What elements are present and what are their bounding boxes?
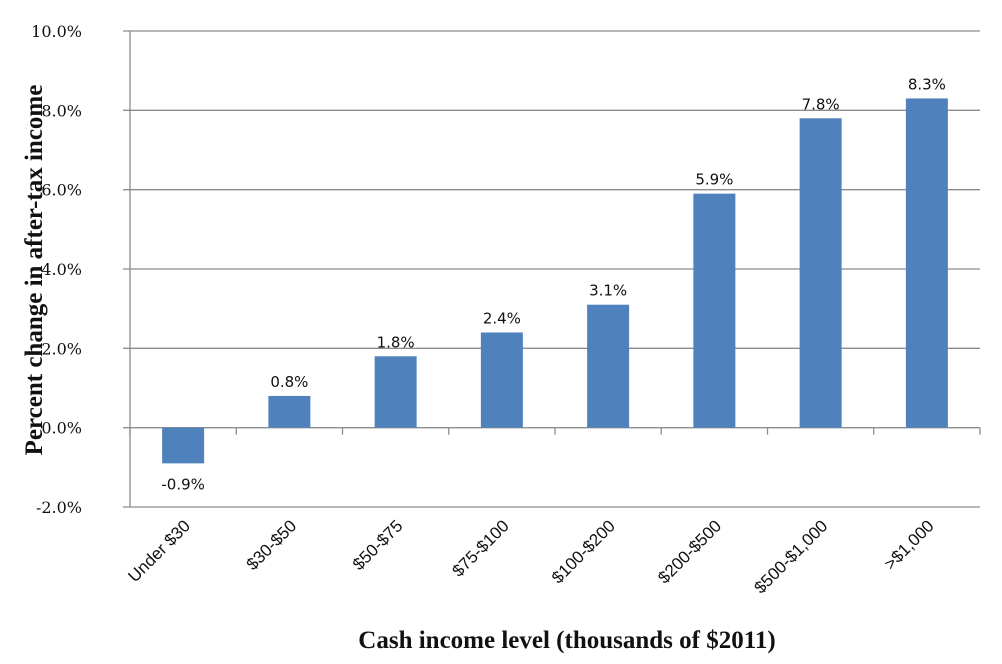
data-label: 3.1% — [589, 282, 627, 300]
y-tick-label: -2.0% — [36, 498, 82, 517]
x-axis-title: Cash income level (thousands of $2011) — [358, 627, 775, 654]
y-axis-title: Percent change in after-tax income — [21, 85, 48, 456]
x-tick-label: $30-$50 — [243, 516, 301, 574]
bar — [905, 98, 948, 428]
bar — [799, 118, 842, 428]
data-label: 2.4% — [483, 309, 521, 327]
data-label: 0.8% — [270, 373, 308, 391]
y-tick-label: 2.0% — [41, 339, 82, 358]
bar — [162, 427, 205, 464]
y-tick-label: 6.0% — [41, 181, 82, 200]
bar — [480, 332, 523, 428]
data-label: 7.8% — [802, 95, 840, 113]
data-label: 1.8% — [377, 333, 415, 351]
x-tick-label: $100-$200 — [548, 516, 619, 587]
x-tick-label: $200-$500 — [654, 516, 725, 587]
data-label: -0.9% — [161, 475, 205, 493]
x-tick-label: Under $30 — [124, 516, 194, 586]
x-tick-label: $50-$75 — [349, 516, 407, 574]
y-tick-label: 0.0% — [41, 419, 82, 438]
data-label: 5.9% — [695, 171, 733, 189]
bar — [374, 356, 417, 428]
x-tick-label: >$1,000 — [880, 516, 937, 573]
x-tick-label: $75-$100 — [448, 516, 512, 580]
y-tick-label: 10.0% — [31, 22, 82, 41]
bar — [587, 304, 630, 428]
bar — [268, 395, 311, 428]
y-tick-label: 4.0% — [41, 260, 82, 279]
x-tick-label: $500-$1,000 — [751, 516, 832, 597]
bar — [693, 193, 736, 428]
y-tick-label: 8.0% — [41, 101, 82, 120]
data-label: 8.3% — [908, 75, 946, 93]
